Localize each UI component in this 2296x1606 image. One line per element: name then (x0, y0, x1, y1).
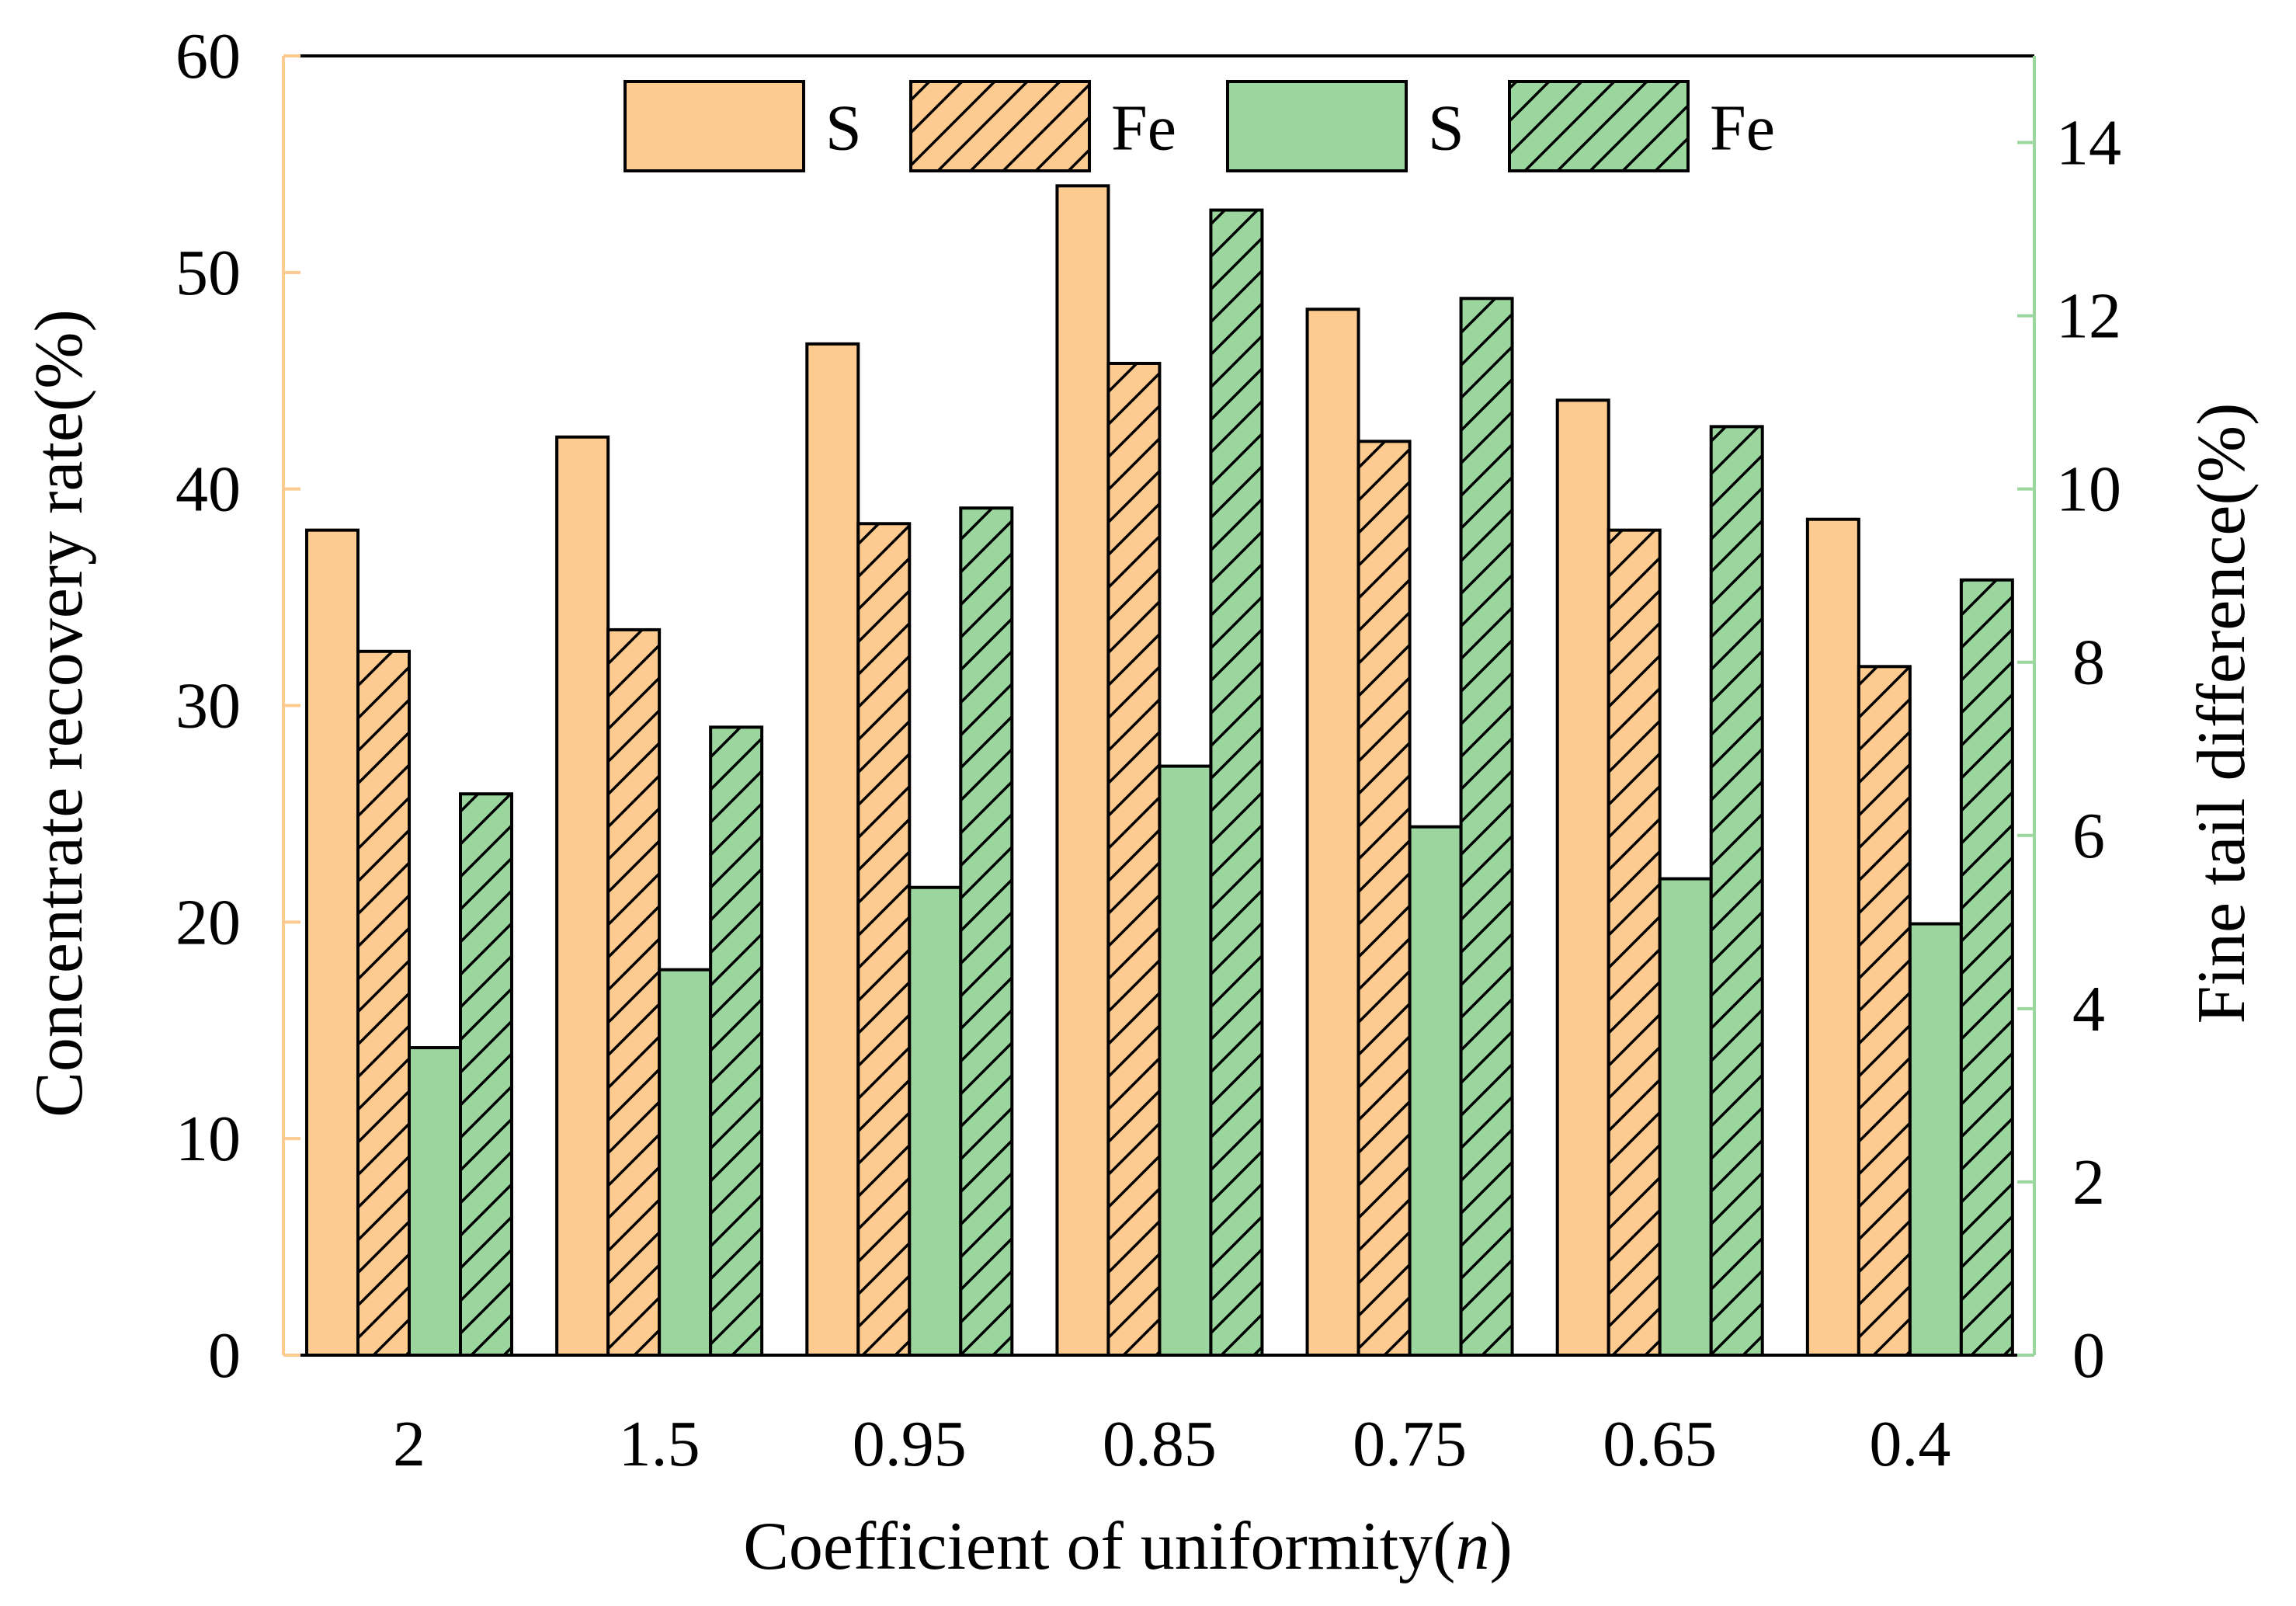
legend-swatch-outline-1 (909, 80, 1091, 172)
bar-left-s-1 (557, 436, 609, 1356)
bar-left-s-0 (307, 530, 358, 1355)
bar-left-s-5 (1557, 400, 1609, 1355)
y2-tick-label: 0 (2072, 1319, 2105, 1392)
bar-right-s-5 (1659, 878, 1711, 1355)
bar-hatch-left-0 (358, 651, 409, 1355)
bar-hatch-left-3 (1108, 363, 1160, 1355)
y-tick-label: 0 (208, 1319, 241, 1392)
legend-label-0: S (825, 92, 862, 165)
bar-left-s-6 (1807, 519, 1859, 1355)
legend-label-2: S (1428, 92, 1464, 165)
legend-swatch-outline-0 (623, 80, 805, 172)
bar-hatch-right-5 (1711, 426, 1763, 1355)
x-axis-title: Coefficient of uniformity(n) (743, 1509, 1513, 1584)
y2-tick-label: 10 (2056, 454, 2121, 526)
y2-tick-label: 6 (2072, 800, 2105, 872)
y-tick-label: 20 (175, 886, 241, 958)
y2-axis-title: Fine tail difference(%) (2184, 403, 2260, 1024)
legend-swatch-hatch-3 (1509, 82, 1688, 171)
bar-left-s-4 (1307, 309, 1359, 1355)
legend: S Fe S Fe (623, 80, 1775, 172)
x-tick-label: 1.5 (619, 1408, 700, 1480)
bar-right-s-2 (909, 887, 961, 1355)
x-axis-title-italic: n (1455, 1509, 1489, 1584)
y-tick-label: 40 (175, 454, 241, 526)
bar-right-s-4 (1409, 826, 1461, 1355)
legend-swatch-outline-3 (1508, 80, 1690, 172)
ticks-group: 2 1.5 0.95 0.85 0.75 0.65 0.4 0 10 20 30 40 50 60 0 2 4 6… (175, 20, 2121, 1480)
x-tick-label: 0.65 (1603, 1408, 1717, 1480)
bar-hatch-right-1 (710, 727, 762, 1355)
bar-left-s-2 (807, 343, 859, 1355)
legend-label-3: Fe (1710, 92, 1775, 165)
y2-tick-label: 4 (2072, 973, 2105, 1045)
y2-tick-label: 8 (2072, 627, 2105, 699)
x-tick-label: 0.95 (853, 1408, 967, 1480)
bar-hatch-left-1 (608, 629, 660, 1355)
bar-right-s-1 (659, 969, 711, 1355)
legend-swatch-2 (1228, 82, 1406, 171)
y2-tick-label: 14 (2056, 107, 2121, 179)
bar-hatch-left-5 (1608, 530, 1660, 1355)
bar-left-s-3 (1057, 186, 1109, 1355)
bar-hatch-right-0 (460, 794, 512, 1355)
x-axis-title-close: ) (1489, 1509, 1512, 1584)
bar-hatch-right-4 (1461, 298, 1513, 1355)
bar-hatch-left-2 (858, 523, 910, 1355)
y-tick-label: 60 (175, 20, 241, 92)
bar-right-s-6 (1909, 923, 1961, 1355)
x-tick-label: 0.75 (1353, 1408, 1467, 1480)
y-tick-label: 30 (175, 670, 241, 742)
legend-swatch-hatch-1 (911, 82, 1089, 171)
bar-hatch-right-2 (960, 508, 1013, 1355)
legend-swatch-0 (625, 82, 804, 171)
legend-swatch-outline-2 (1226, 80, 1408, 172)
x-tick-label: 2 (393, 1408, 426, 1480)
bars-group (305, 184, 2014, 1357)
bar-hatch-left-6 (1858, 666, 1910, 1355)
y2-tick-label: 12 (2056, 280, 2121, 353)
x-axis-title-main: Coefficient of uniformity( (743, 1509, 1455, 1584)
legend-label-1: Fe (1111, 92, 1176, 165)
y-tick-label: 10 (175, 1103, 241, 1175)
y2-tick-label: 2 (2072, 1146, 2105, 1218)
x-tick-label: 0.85 (1103, 1408, 1217, 1480)
bar-right-s-3 (1159, 766, 1211, 1355)
y-tick-label: 50 (175, 237, 241, 309)
bar-right-s-0 (409, 1048, 460, 1355)
bar-hatch-right-3 (1211, 210, 1263, 1356)
bar-hatch-left-4 (1358, 441, 1410, 1356)
x-tick-label: 0.4 (1869, 1408, 1950, 1480)
y-axis-title: Concentrate recovery rate(%) (22, 309, 97, 1118)
bar-hatch-right-6 (1961, 579, 2013, 1355)
